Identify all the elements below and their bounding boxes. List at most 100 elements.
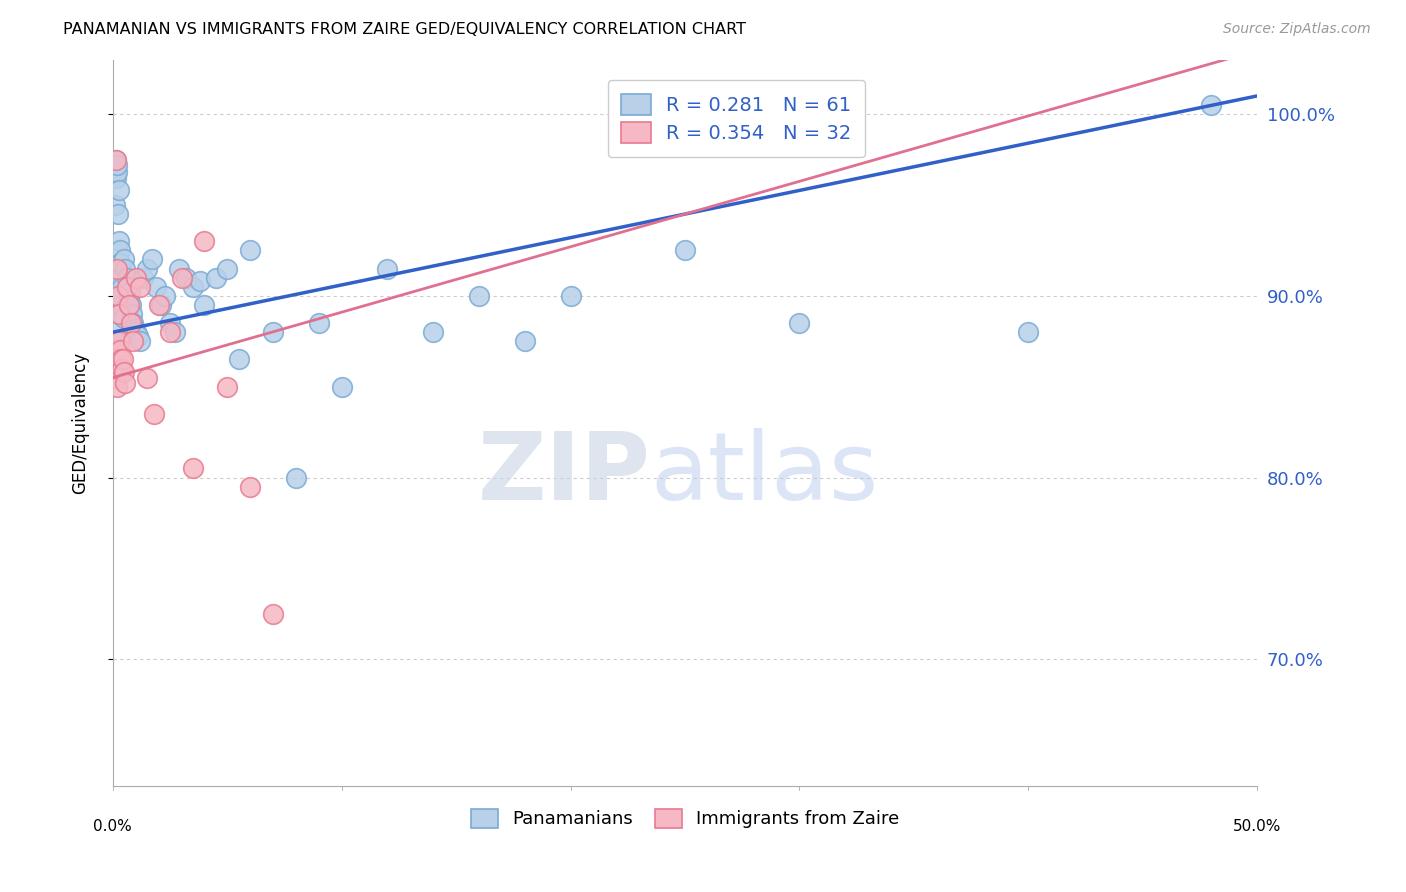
Point: [112, 352, 135, 367]
Point: [108, 256, 131, 270]
Text: ZIP: ZIP: [478, 428, 651, 520]
Point: [167, 261, 190, 276]
Point: [143, 407, 166, 421]
Point: [121, 307, 143, 321]
Point: [125, 325, 148, 339]
Point: [129, 334, 152, 349]
Point: [181, 279, 204, 293]
Point: [104, 361, 127, 376]
Point: [262, 325, 284, 339]
Point: [108, 343, 131, 358]
Point: [513, 334, 536, 349]
Point: [105, 380, 128, 394]
Point: [103, 343, 125, 358]
Point: [111, 298, 134, 312]
Point: [112, 252, 135, 267]
Point: [217, 380, 239, 394]
Point: [422, 325, 444, 339]
Point: [468, 289, 491, 303]
Point: [107, 307, 129, 321]
Point: [107, 158, 129, 172]
Point: [239, 244, 262, 258]
Text: 0.0%: 0.0%: [93, 819, 132, 834]
Point: [107, 261, 129, 276]
Point: [103, 325, 125, 339]
Point: [124, 321, 146, 335]
Point: [127, 328, 149, 343]
Point: [115, 279, 138, 293]
Point: [170, 270, 193, 285]
Point: [114, 261, 136, 276]
Point: [120, 316, 142, 330]
Point: [112, 303, 135, 318]
Point: [131, 270, 153, 285]
Text: Source: ZipAtlas.com: Source: ZipAtlas.com: [1223, 22, 1371, 37]
Point: [217, 261, 239, 276]
Point: [673, 244, 696, 258]
Point: [149, 298, 172, 312]
Point: [115, 270, 138, 285]
Point: [108, 235, 131, 249]
Point: [560, 289, 582, 303]
Point: [1201, 98, 1223, 112]
Point: [308, 316, 330, 330]
Point: [107, 183, 129, 197]
Point: [125, 270, 148, 285]
Point: [110, 270, 132, 285]
Point: [1017, 325, 1039, 339]
Point: [110, 279, 132, 293]
Point: [104, 334, 127, 349]
Point: [108, 334, 131, 349]
Y-axis label: GED/Equivalency: GED/Equivalency: [72, 352, 89, 494]
Point: [136, 370, 159, 384]
Point: [114, 376, 136, 390]
Point: [105, 153, 128, 167]
Point: [129, 279, 152, 293]
Point: [122, 316, 145, 330]
Point: [111, 289, 134, 303]
Point: [377, 261, 399, 276]
Point: [104, 198, 127, 212]
Point: [110, 352, 132, 367]
Point: [108, 244, 131, 258]
Point: [181, 461, 204, 475]
Point: [789, 316, 811, 330]
Point: [120, 298, 142, 312]
Point: [107, 207, 129, 221]
Point: [330, 380, 353, 394]
Point: [188, 274, 211, 288]
Point: [118, 298, 141, 312]
Text: atlas: atlas: [651, 428, 879, 520]
Point: [107, 289, 129, 303]
Point: [193, 235, 215, 249]
Point: [105, 153, 128, 167]
Point: [159, 316, 181, 330]
Text: PANAMANIAN VS IMMIGRANTS FROM ZAIRE GED/EQUIVALENCY CORRELATION CHART: PANAMANIAN VS IMMIGRANTS FROM ZAIRE GED/…: [63, 22, 747, 37]
Point: [104, 170, 127, 185]
Point: [118, 285, 141, 300]
Point: [122, 334, 145, 349]
Point: [118, 293, 141, 307]
Point: [155, 289, 177, 303]
Legend: Panamanians, Immigrants from Zaire: Panamanians, Immigrants from Zaire: [464, 802, 907, 836]
Point: [193, 298, 215, 312]
Point: [163, 325, 186, 339]
Point: [159, 325, 181, 339]
Point: [105, 165, 128, 179]
Point: [205, 270, 228, 285]
Point: [174, 270, 197, 285]
Point: [148, 298, 170, 312]
Point: [104, 352, 127, 367]
Point: [112, 310, 135, 325]
Point: [239, 480, 262, 494]
Point: [284, 470, 307, 484]
Point: [112, 365, 135, 379]
Point: [145, 279, 167, 293]
Point: [111, 361, 134, 376]
Point: [117, 279, 139, 293]
Point: [262, 607, 284, 621]
Point: [136, 261, 159, 276]
Point: [228, 352, 250, 367]
Point: [141, 252, 163, 267]
Text: 50.0%: 50.0%: [1233, 819, 1281, 834]
